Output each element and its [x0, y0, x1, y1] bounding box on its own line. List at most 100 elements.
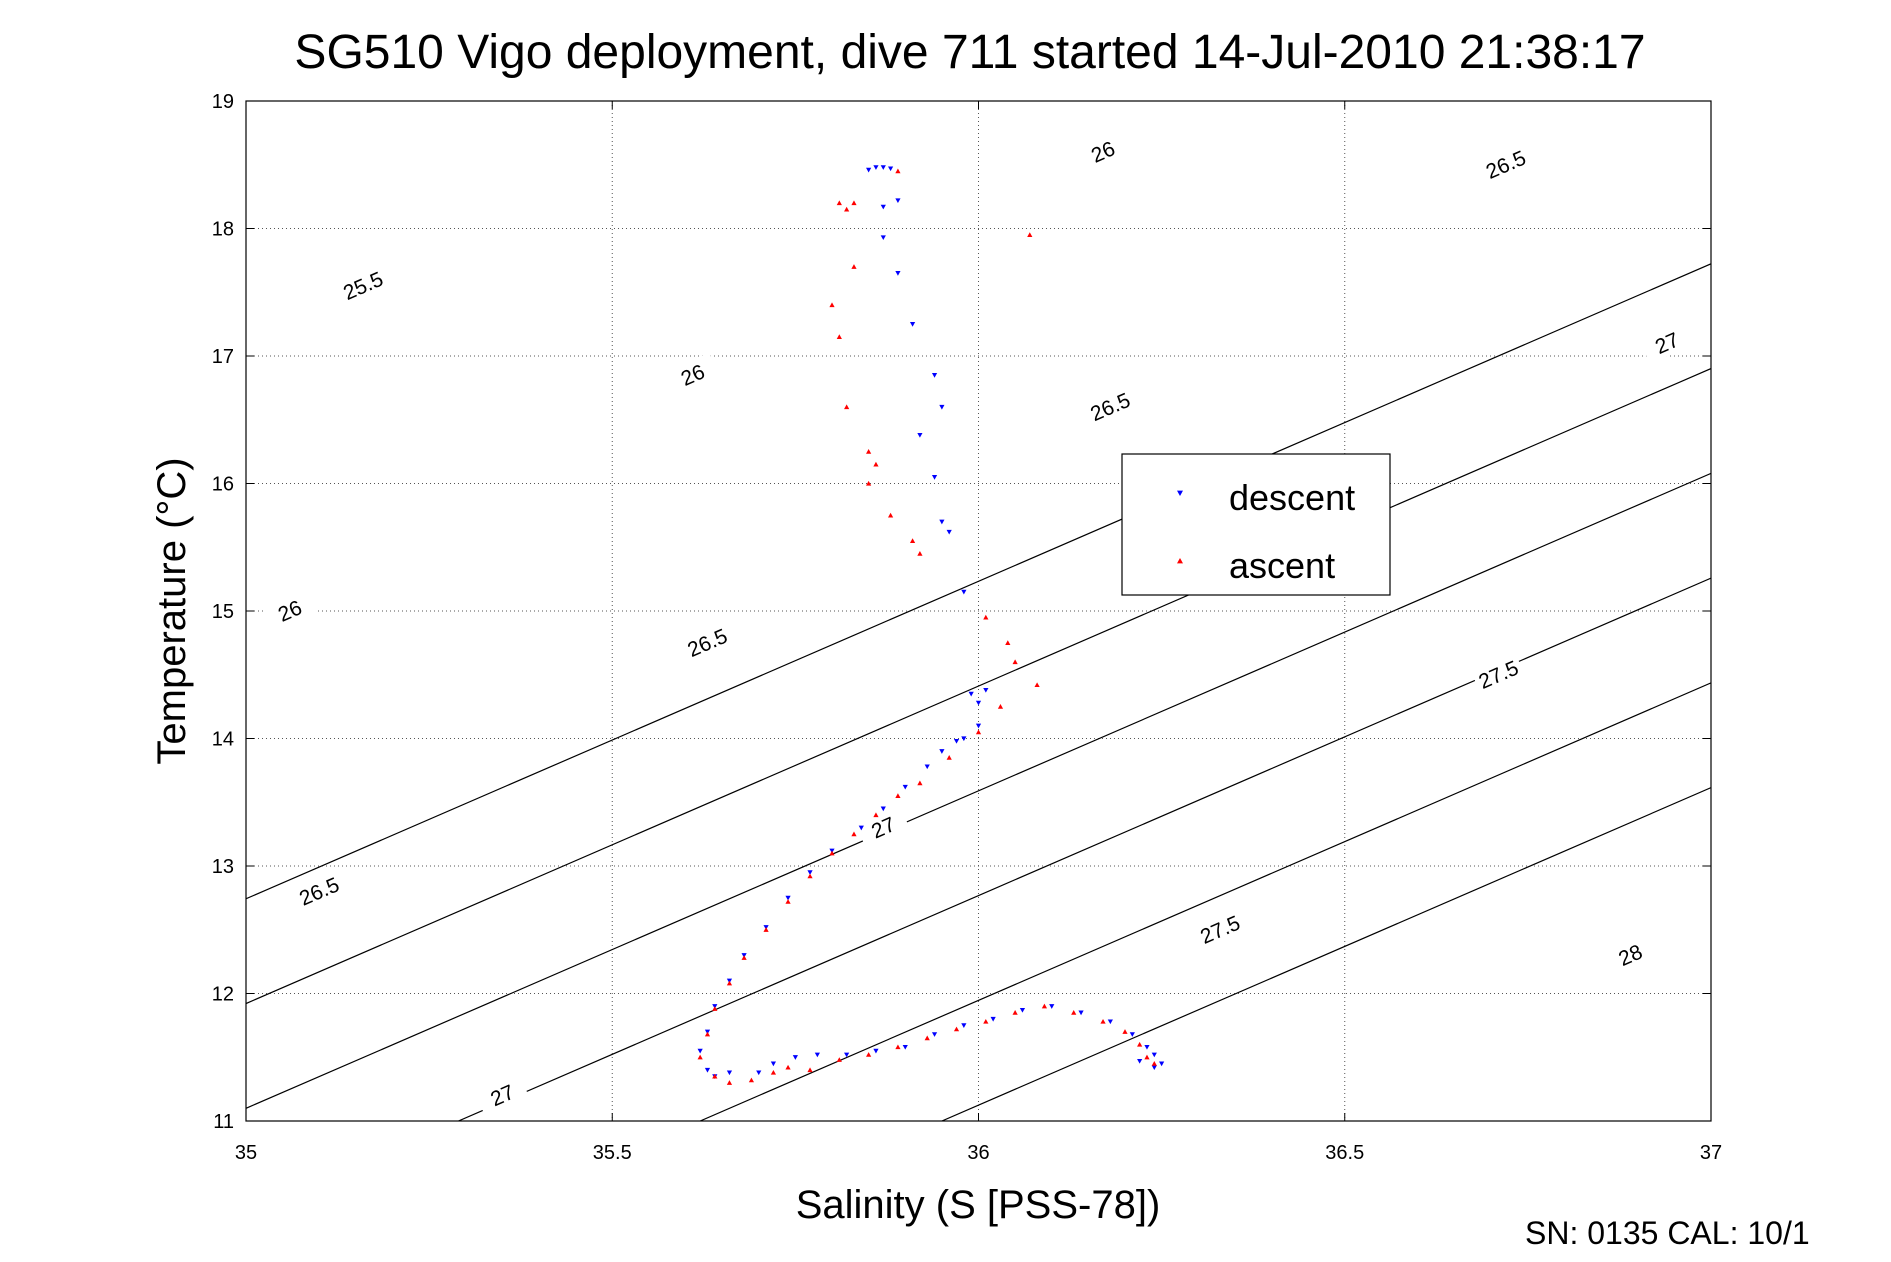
- descent-point: [924, 764, 930, 770]
- ascent-series: [697, 168, 1157, 1085]
- ascent-point: [1012, 1010, 1018, 1015]
- descent-point: [917, 432, 923, 438]
- descent-point: [888, 166, 894, 172]
- ascent-point: [726, 980, 733, 986]
- contour-label-bg: [679, 620, 735, 664]
- descent-point: [1159, 1061, 1165, 1067]
- ascent-point: [807, 1067, 813, 1073]
- y-tick-label: 18: [212, 219, 234, 241]
- ascent-point: [785, 1064, 791, 1070]
- ascent-point: [1012, 659, 1018, 665]
- descent-point: [968, 691, 974, 697]
- ascent-point: [983, 614, 989, 620]
- descent-point: [953, 738, 960, 744]
- ascent-point: [697, 1054, 703, 1060]
- descent-point: [975, 723, 982, 729]
- sigma-contour-27-5: [699, 682, 1711, 1121]
- descent-point: [983, 687, 989, 693]
- descent-series: [697, 165, 1165, 1079]
- ascent-point: [1100, 1018, 1106, 1024]
- sigma-contour-26: [246, 367, 1711, 1005]
- x-tick-label: 35: [235, 1142, 257, 1164]
- legend-descent-marker: [1177, 490, 1183, 496]
- ascent-point: [997, 704, 1004, 709]
- descent-point: [909, 322, 916, 327]
- ascent-point: [851, 264, 857, 269]
- y-tick-label: 13: [212, 856, 234, 878]
- descent-point: [880, 165, 886, 170]
- descent-point: [931, 1032, 938, 1037]
- legend: descent ascent: [1121, 453, 1391, 596]
- descent-point: [704, 1067, 711, 1073]
- ascent-point: [851, 200, 857, 206]
- legend-ascent-marker: [1177, 558, 1183, 564]
- density-contour-labels: 25.526 26.52626.5272626.527.52726.527.528…: [262, 129, 1694, 1117]
- ascent-point: [1034, 682, 1040, 688]
- descent-point: [895, 198, 901, 204]
- descent-point: [961, 1023, 967, 1028]
- contour-label-bg: [474, 1073, 530, 1117]
- ascent-point: [829, 302, 835, 308]
- ascent-point: [917, 780, 923, 786]
- ascent-point: [704, 1031, 711, 1037]
- footer-calibration: SN: 0135 CAL: 10/1: [1525, 1215, 1810, 1251]
- y-tick-label: 14: [212, 729, 234, 751]
- sigma-contour-27: [458, 577, 1711, 1121]
- ascent-point: [785, 899, 791, 904]
- ascent-point: [748, 1077, 755, 1083]
- ascent-point: [866, 480, 872, 486]
- descent-point: [1019, 1007, 1026, 1013]
- chart-title: SG510 Vigo deployment, dive 711 started …: [294, 26, 1645, 79]
- descent-point: [880, 806, 886, 812]
- x-tick-label: 36: [967, 1142, 989, 1164]
- ascent-point: [1151, 1061, 1157, 1066]
- y-tick-label: 12: [212, 984, 234, 1006]
- contour-label-bg: [1470, 652, 1526, 696]
- descent-point: [1078, 1010, 1084, 1016]
- descent-point: [880, 204, 886, 210]
- ascent-point: [895, 168, 901, 174]
- descent-point: [939, 519, 945, 525]
- ascent-point: [1041, 1003, 1048, 1009]
- contour-label-bg: [665, 352, 720, 396]
- descent-point: [946, 529, 952, 535]
- descent-point: [1049, 1004, 1055, 1009]
- contour-label-bg: [1192, 907, 1248, 951]
- descent-point: [785, 895, 791, 901]
- ascent-point: [917, 551, 923, 556]
- contour-label-bg: [291, 869, 347, 913]
- y-tick-label: 17: [212, 346, 234, 368]
- ascent-point: [770, 1069, 776, 1075]
- legend-descent-label: descent: [1229, 477, 1355, 518]
- descent-point: [939, 404, 945, 410]
- ascent-point: [1071, 1010, 1077, 1015]
- descent-point: [1129, 1032, 1135, 1037]
- contour-label: 26: [665, 352, 720, 396]
- ascent-point: [946, 755, 952, 760]
- descent-point: [1137, 1058, 1143, 1064]
- ascent-point: [741, 955, 747, 960]
- descent-point: [961, 736, 967, 742]
- descent-point: [1151, 1052, 1157, 1058]
- contour-label-bg: [262, 588, 317, 632]
- ascent-point: [866, 1052, 872, 1057]
- descent-point: [814, 1052, 820, 1058]
- y-tick-label: 11: [213, 1111, 234, 1133]
- descent-point: [975, 700, 982, 706]
- axis-ticks: 35 35.5 36 36.5 37 11 12 13 14 15 16 17 18 19: [212, 91, 1722, 1164]
- density-contours: [246, 263, 1711, 1121]
- descent-point: [770, 1061, 776, 1067]
- descent-point: [792, 1055, 798, 1060]
- y-axis-label: Temperature (°C): [150, 457, 194, 764]
- grid-lines: [246, 101, 1711, 1121]
- descent-point: [1107, 1019, 1113, 1025]
- descent-point: [756, 1070, 762, 1076]
- x-tick-label: 37: [1700, 1142, 1722, 1164]
- ascent-point: [712, 1073, 718, 1079]
- descent-point: [1144, 1044, 1150, 1050]
- legend-box: [1121, 453, 1391, 596]
- ascent-point: [844, 206, 850, 212]
- ascent-point: [726, 1080, 733, 1085]
- ascent-point: [888, 512, 894, 518]
